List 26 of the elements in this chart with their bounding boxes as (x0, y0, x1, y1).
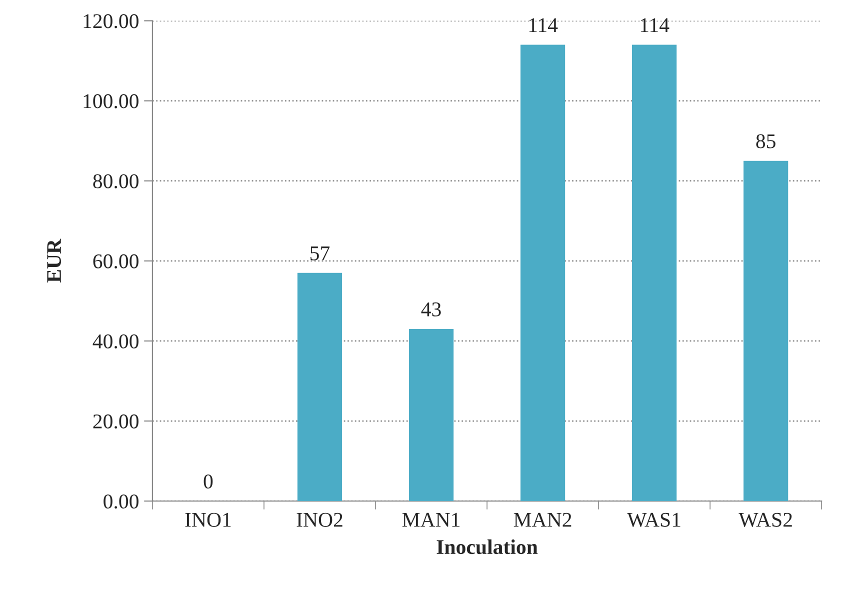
bar (632, 44, 677, 502)
y-tick-label: 60.00 (93, 254, 138, 268)
bar (520, 44, 566, 502)
x-tick-label: INO1 (185, 512, 231, 527)
y-tick-label: 80.00 (93, 174, 138, 188)
y-tick-label: 120.00 (84, 14, 138, 28)
data-label: 85 (756, 134, 776, 148)
bar (744, 160, 788, 502)
data-label: 114 (640, 18, 670, 32)
y-tick-label: 0.00 (104, 494, 138, 509)
data-label: 0 (204, 474, 213, 489)
y-tick-label: 100.00 (84, 94, 138, 108)
x-axis-title: Inoculation (436, 539, 538, 554)
y-tick-label: 40.00 (92, 334, 138, 348)
x-tick-label: MAN2 (514, 512, 572, 527)
x-tick-label: MAN1 (402, 512, 460, 527)
x-tick-label: WAS1 (627, 512, 680, 527)
y-axis-title: EUR (47, 238, 62, 283)
data-label: 57 (310, 246, 330, 260)
x-tick-label: WAS2 (738, 512, 792, 527)
bar (297, 272, 342, 502)
data-label: 43 (421, 302, 441, 316)
x-tick-label: INO2 (296, 512, 342, 527)
data-label: 114 (529, 18, 558, 32)
y-tick-label: 20.00 (93, 414, 138, 429)
bar (408, 328, 454, 502)
